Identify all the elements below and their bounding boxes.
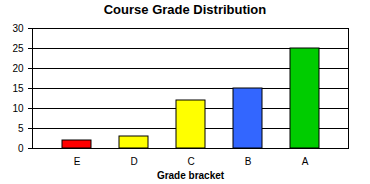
svg-text:A: A [302, 156, 309, 167]
svg-text:25: 25 [12, 43, 24, 54]
svg-text:5: 5 [18, 123, 24, 134]
svg-text:15: 15 [12, 83, 24, 94]
svg-text:C: C [187, 156, 194, 167]
svg-text:10: 10 [12, 103, 24, 114]
svg-text:30: 30 [12, 23, 24, 34]
svg-text:20: 20 [12, 63, 24, 74]
svg-text:D: D [130, 156, 137, 167]
svg-text:E: E [74, 156, 81, 167]
svg-text:Grade bracket: Grade bracket [157, 170, 225, 181]
svg-text:B: B [245, 156, 252, 167]
svg-text:0: 0 [18, 143, 24, 154]
html-text:Course Grade Distribution: Course Grade Distribution [103, 2, 267, 17]
